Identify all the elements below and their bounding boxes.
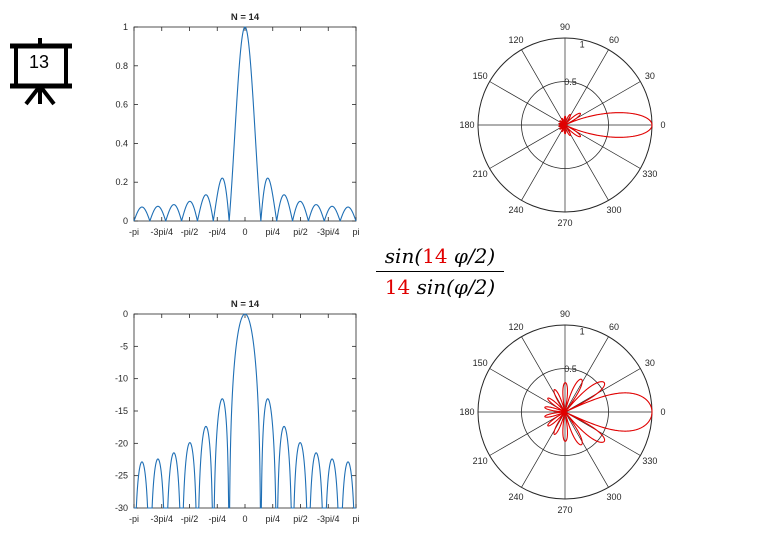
y-tick-label: 0.4 bbox=[115, 138, 128, 148]
polar-angle-label: 30 bbox=[645, 71, 655, 81]
polar-angle-label: 0 bbox=[660, 407, 665, 417]
formula-denominator: 14 sin(φ/2) bbox=[374, 273, 506, 301]
polar-pattern-series bbox=[544, 378, 653, 446]
plot-frame bbox=[133, 26, 357, 222]
db-array-factor-plot: N = 14 -30 -25 -20 -15 -10 -5 0 -pi -3pi/4 -pi/2 -p… bbox=[115, 299, 360, 524]
array-factor-formula: sin(14 φ/2) 14 sin(φ/2) bbox=[374, 242, 506, 301]
formula-numerator: sin(14 φ/2) bbox=[374, 242, 506, 270]
plot-frame bbox=[133, 313, 357, 509]
polar-angle-label: 120 bbox=[508, 322, 523, 332]
x-tick-label: -pi/2 bbox=[181, 227, 199, 237]
x-tick-label: pi/4 bbox=[265, 227, 280, 237]
presentation-board-icon bbox=[10, 38, 72, 106]
polar-angle-label: 180 bbox=[459, 120, 474, 130]
x-tick-label: -3pi/4 bbox=[317, 227, 340, 237]
x-tick-label: -3pi/4 bbox=[150, 227, 173, 237]
fraction-bar bbox=[376, 271, 504, 272]
x-tick-label: 0 bbox=[242, 514, 247, 524]
x-tick-label: 0 bbox=[242, 227, 247, 237]
polar-r-label: 1 bbox=[580, 326, 585, 336]
y-tick-label: 0 bbox=[123, 309, 128, 319]
polar-angle-label: 330 bbox=[642, 456, 657, 466]
x-tick-label: -pi/4 bbox=[208, 514, 226, 524]
formula-n-denominator: 14 bbox=[384, 275, 411, 299]
y-tick-label: -10 bbox=[115, 374, 128, 384]
slide-number: 13 bbox=[28, 52, 50, 72]
polar-angle-label: 120 bbox=[508, 35, 523, 45]
x-tick-label: pi/4 bbox=[265, 514, 280, 524]
x-tick-label: pi/2 bbox=[293, 227, 308, 237]
polar-angle-label: 150 bbox=[473, 71, 488, 81]
array-factor-series bbox=[133, 26, 357, 222]
y-tick-label: -30 bbox=[115, 503, 128, 513]
x-tick-label: pi/2 bbox=[293, 514, 308, 524]
y-tick-label: 1 bbox=[123, 22, 128, 32]
polar-angle-label: 240 bbox=[508, 205, 523, 215]
y-tick-label: 0.8 bbox=[115, 61, 128, 71]
y-tick-label: -5 bbox=[120, 341, 128, 351]
x-tick-label: -3pi/4 bbox=[317, 514, 340, 524]
x-tick-label: -pi bbox=[129, 227, 139, 237]
polar-angle-label: 60 bbox=[609, 35, 619, 45]
y-tick-label: 0.2 bbox=[115, 177, 128, 187]
x-tick-label: -3pi/4 bbox=[150, 514, 173, 524]
formula-sin-prefix: sin( bbox=[384, 244, 423, 268]
y-tick-label: 0.6 bbox=[115, 100, 128, 110]
polar-angle-label: 300 bbox=[606, 205, 621, 215]
polar-angle-label: 60 bbox=[609, 322, 619, 332]
plot-title: N = 14 bbox=[231, 299, 260, 310]
polar-angle-label: 90 bbox=[560, 22, 570, 32]
polar-angle-label: 210 bbox=[473, 169, 488, 179]
polar-pattern-series bbox=[558, 112, 653, 138]
db-polar-plot: 0 30 60 90 120 150 180 210 240 270 300 330 0.5 1 bbox=[459, 309, 665, 515]
polar-angle-label: 240 bbox=[508, 492, 523, 502]
polar-angle-label: 180 bbox=[459, 407, 474, 417]
polar-angle-label: 330 bbox=[642, 169, 657, 179]
x-tick-label: pi bbox=[352, 227, 359, 237]
y-tick-label: 0 bbox=[123, 216, 128, 226]
polar-angle-label: 270 bbox=[557, 505, 572, 515]
y-tick-label: -25 bbox=[115, 471, 128, 481]
x-tick-label: -pi/2 bbox=[181, 514, 199, 524]
polar-r-label: 1 bbox=[580, 39, 585, 49]
linear-array-factor-plot: N = 14 0 0.2 0.4 0.6 0.8 1 -pi -3pi/4 -pi/2 -pi/4 0… bbox=[115, 12, 359, 237]
formula-denominator-suffix: sin(φ/2) bbox=[410, 275, 496, 299]
array-factor-series bbox=[133, 313, 357, 509]
y-tick-label: -15 bbox=[115, 406, 128, 416]
polar-angle-label: 300 bbox=[606, 492, 621, 502]
polar-angle-label: 90 bbox=[560, 309, 570, 319]
polar-angle-label: 270 bbox=[557, 218, 572, 228]
polar-r-label: 0.5 bbox=[564, 364, 577, 374]
x-tick-label: -pi/4 bbox=[208, 227, 226, 237]
formula-n-numerator: 14 bbox=[422, 244, 448, 268]
formula-numerator-suffix: φ/2) bbox=[447, 244, 496, 268]
linear-polar-plot: 0 30 60 90 120 150 180 210 240 270 300 330 0.5 1 bbox=[459, 22, 665, 228]
polar-angle-label: 150 bbox=[473, 358, 488, 368]
polar-angle-label: 210 bbox=[473, 456, 488, 466]
polar-angle-label: 0 bbox=[660, 120, 665, 130]
polar-angle-label: 30 bbox=[645, 358, 655, 368]
x-tick-label: pi bbox=[352, 514, 359, 524]
y-tick-label: -20 bbox=[115, 438, 128, 448]
plot-title: N = 14 bbox=[231, 12, 260, 23]
polar-r-label: 0.5 bbox=[564, 77, 577, 87]
x-tick-label: -pi bbox=[129, 514, 139, 524]
